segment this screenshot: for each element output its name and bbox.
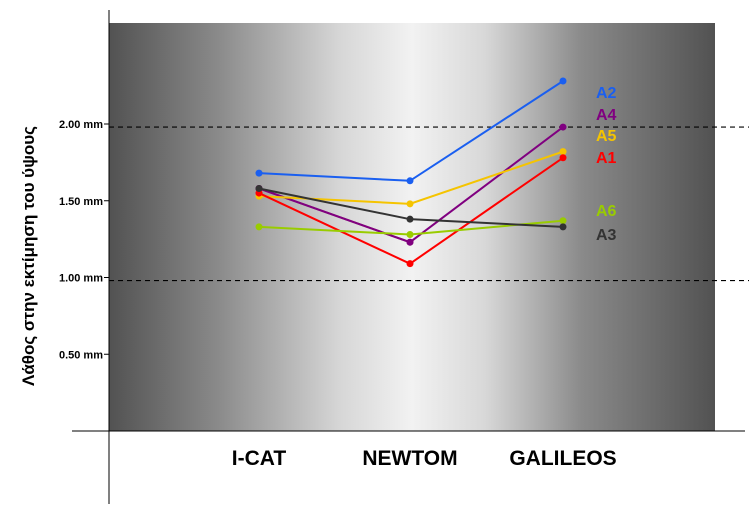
y-axis-label: Λάθος στην εκτίμηση του ύψους — [19, 126, 38, 386]
y-tick-label: 1.00 mm — [59, 273, 103, 285]
series-label-a5: A5 — [596, 128, 617, 145]
series-a6-point — [559, 217, 567, 225]
series-label-a4: A4 — [596, 107, 617, 124]
x-category-label: GALILEOS — [509, 447, 616, 470]
y-tick-label: 1.50 mm — [59, 196, 103, 208]
x-category-label: I-CAT — [232, 447, 287, 470]
series-label-a2: A2 — [596, 85, 617, 102]
series-a1-point — [559, 154, 567, 162]
series-a2-point — [255, 169, 263, 177]
series-a2-point — [559, 77, 567, 85]
series-a5-point — [406, 200, 414, 208]
series-a3-point — [406, 215, 414, 223]
series-a6-point — [406, 231, 414, 239]
series-a4-point — [559, 123, 567, 131]
plot-background — [109, 23, 715, 431]
series-label-a1: A1 — [596, 150, 617, 167]
series-label-a6: A6 — [596, 203, 617, 220]
y-tick-label: 0.50 mm — [59, 349, 103, 361]
series-label-a3: A3 — [596, 227, 617, 244]
y-tick-label: 2.00 mm — [59, 119, 103, 131]
series-a3-point — [255, 184, 263, 192]
series-a4-point — [406, 238, 414, 246]
series-a3-point — [559, 223, 567, 231]
series-a6-point — [255, 223, 263, 231]
x-category-label: NEWTOM — [362, 447, 457, 470]
series-a1-point — [406, 260, 414, 268]
series-a5-point — [559, 148, 567, 156]
series-a2-point — [406, 177, 414, 185]
